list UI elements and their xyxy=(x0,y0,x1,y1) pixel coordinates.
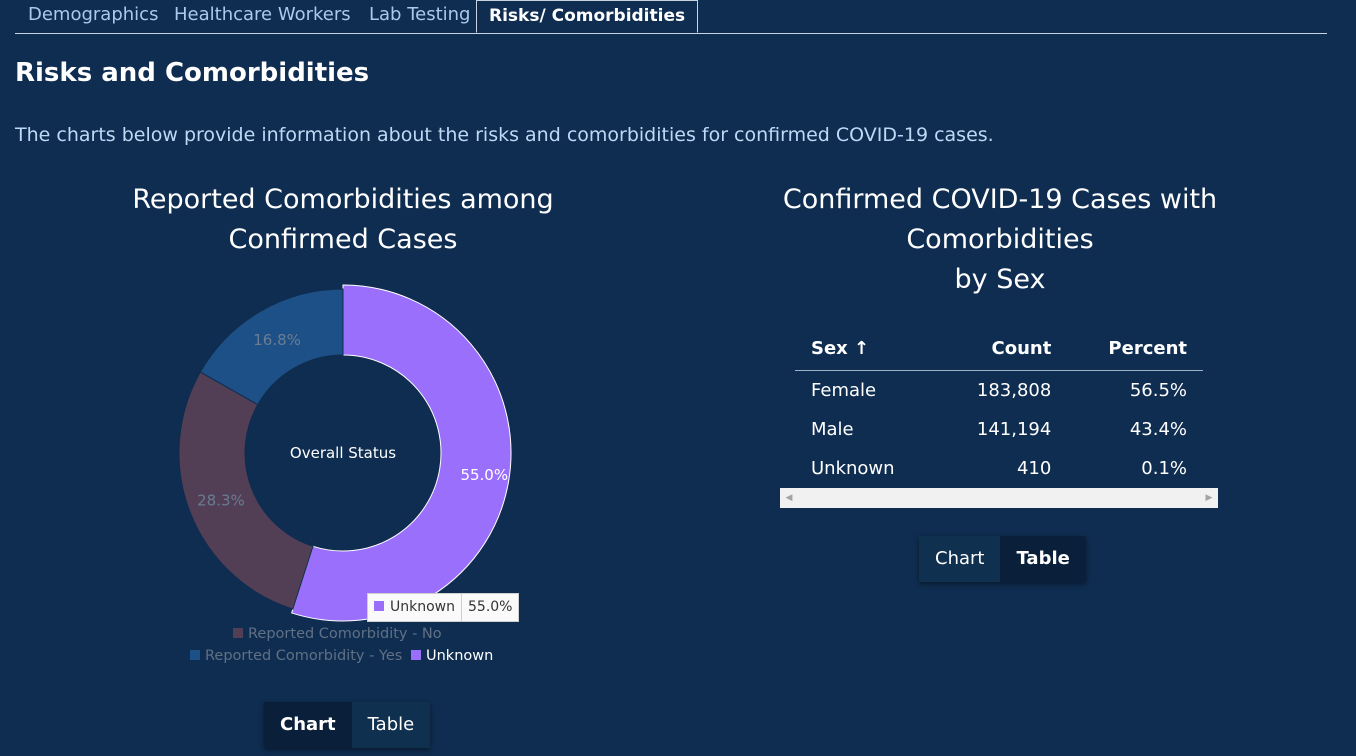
column-header-count[interactable]: Count xyxy=(936,326,1068,371)
table-title-line-1: Confirmed COVID-19 Cases with xyxy=(782,184,1218,215)
tab-demographics[interactable]: Demographics xyxy=(28,4,159,25)
donut-slice-reported-comorbidity-no[interactable] xyxy=(178,371,314,610)
legend-label-yes: Reported Comorbidity - Yes xyxy=(205,648,403,664)
legend-item-yes[interactable]: Reported Comorbidity - Yes xyxy=(190,648,402,664)
scroll-left-icon[interactable]: ◀ xyxy=(785,493,793,503)
table-row: Male 141,194 43.4% xyxy=(795,410,1203,449)
donut-chart-view-button[interactable]: Chart xyxy=(264,702,352,748)
cell-percent: 56.5% xyxy=(1129,380,1187,401)
table-row: Unknown 410 0.1% xyxy=(795,449,1203,488)
chart-tooltip: Unknown 55.0% xyxy=(367,593,520,622)
legend-swatch-no xyxy=(233,628,243,638)
donut-value-label: 16.8% xyxy=(253,331,301,349)
comorbidities-by-sex-table: Sex ↑ Count Percent Female 183,808 56.5%… xyxy=(795,326,1203,488)
cell-sex: Male xyxy=(811,419,854,440)
donut-slice-reported-comorbidity-yes[interactable] xyxy=(199,288,344,406)
table-view-toggle: Chart Table xyxy=(919,536,1086,582)
donut-chart-title-line-2: Confirmed Cases xyxy=(228,224,458,255)
table-row: Female 183,808 56.5% xyxy=(795,371,1203,411)
cell-count: 183,808 xyxy=(976,380,1052,401)
legend-label-unknown: Unknown xyxy=(426,648,494,664)
cell-sex: Female xyxy=(811,380,877,401)
page-title: Risks and Comorbidities xyxy=(15,58,370,88)
donut-slice-unknown[interactable] xyxy=(291,284,512,622)
tooltip-swatch xyxy=(374,601,384,611)
tooltip-value: 55.0% xyxy=(468,599,513,615)
legend-label-no: Reported Comorbidity - No xyxy=(248,626,442,642)
cell-percent: 0.1% xyxy=(1141,458,1187,479)
tab-healthcare-workers[interactable]: Healthcare Workers xyxy=(174,4,351,25)
scroll-right-icon[interactable]: ▶ xyxy=(1205,493,1213,503)
donut-value-label: 28.3% xyxy=(197,492,245,510)
legend-item-no[interactable]: Reported Comorbidity - No xyxy=(233,626,442,642)
donut-view-toggle: Chart Table xyxy=(264,702,431,748)
donut-center-label: Overall Status xyxy=(290,444,396,462)
table-title: Confirmed COVID-19 Cases with Comorbidit… xyxy=(740,180,1260,300)
table-horizontal-scrollbar[interactable]: ◀ ▶ xyxy=(780,488,1218,508)
donut-chart: 55.0% 28.3% 16.8% Overall Status xyxy=(150,280,550,680)
table-header-row: Sex ↑ Count Percent xyxy=(795,326,1203,371)
cell-sex: Unknown xyxy=(811,458,895,479)
legend-swatch-yes xyxy=(190,650,200,660)
cell-percent: 43.4% xyxy=(1129,419,1187,440)
legend-swatch-unknown xyxy=(411,650,421,660)
tooltip-label: Unknown xyxy=(390,599,455,615)
tab-bar: Demographics Healthcare Workers Lab Test… xyxy=(15,0,1327,34)
cell-count: 141,194 xyxy=(976,419,1052,440)
donut-chart-svg: 55.0% 28.3% 16.8% Overall Status xyxy=(178,284,512,622)
donut-chart-title-line-1: Reported Comorbidities among xyxy=(132,184,554,215)
donut-value-label: 55.0% xyxy=(460,466,508,484)
cell-count: 410 xyxy=(1016,458,1052,479)
page-intro: The charts below provide information abo… xyxy=(15,124,994,146)
table-title-line-3: by Sex xyxy=(954,264,1046,295)
table-chart-view-button[interactable]: Chart xyxy=(919,536,1001,582)
table-title-line-2: Comorbidities xyxy=(906,224,1094,255)
table-table-view-button[interactable]: Table xyxy=(1000,536,1086,582)
donut-table-view-button[interactable]: Table xyxy=(351,702,431,748)
tooltip-divider xyxy=(461,594,462,621)
donut-chart-title: Reported Comorbidities among Confirmed C… xyxy=(83,180,603,260)
column-header-percent[interactable]: Percent xyxy=(1067,326,1203,371)
legend-item-unknown[interactable]: Unknown xyxy=(411,648,493,664)
tab-lab-testing[interactable]: Lab Testing xyxy=(369,4,471,25)
column-header-sex[interactable]: Sex ↑ xyxy=(795,326,937,371)
tab-risks-comorbidities[interactable]: Risks/ Comorbidities xyxy=(476,0,699,33)
